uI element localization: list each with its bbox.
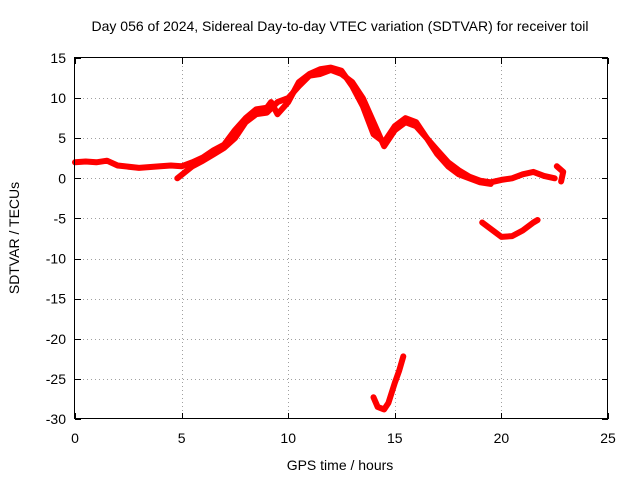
y-axis-label: SDTVAR / TECUs xyxy=(6,182,22,294)
grid-lines xyxy=(75,58,608,419)
x-tick-labels: 0 5 10 15 20 25 xyxy=(71,430,616,446)
y-tick-label: -25 xyxy=(46,371,66,387)
y-tick-labels: 15 10 5 0 -5 -10 -15 -20 -25 -30 xyxy=(46,50,66,427)
chart-title: Day 056 of 2024, Sidereal Day-to-day VTE… xyxy=(92,18,589,34)
x-axis-label: GPS time / hours xyxy=(287,457,394,473)
data-series xyxy=(72,64,567,413)
series-line-low-dip xyxy=(370,353,407,413)
x-tick-label: 10 xyxy=(280,430,296,446)
series-line-upper-branch xyxy=(174,67,494,187)
plot-frame xyxy=(74,57,608,419)
x-tick-label: 5 xyxy=(178,430,186,446)
y-tick-label: -20 xyxy=(46,331,66,347)
y-tick-label: 5 xyxy=(58,130,66,146)
y-tick-label: -15 xyxy=(46,291,66,307)
x-tick-label: 25 xyxy=(600,430,616,446)
x-tick-label: 20 xyxy=(494,430,510,446)
series-line-main xyxy=(72,64,558,186)
y-tick-label: -5 xyxy=(54,210,67,226)
series-line-lower-arc xyxy=(479,217,541,240)
y-tick-label: 0 xyxy=(58,170,66,186)
series-line-tail xyxy=(553,163,567,185)
y-tick-label: 10 xyxy=(50,90,66,106)
x-tick-label: 0 xyxy=(71,430,79,446)
axis-ticks xyxy=(75,58,609,420)
y-tick-label: -30 xyxy=(46,411,66,427)
y-tick-label: 15 xyxy=(50,50,66,66)
x-tick-label: 15 xyxy=(387,430,403,446)
y-tick-label: -10 xyxy=(46,251,66,267)
